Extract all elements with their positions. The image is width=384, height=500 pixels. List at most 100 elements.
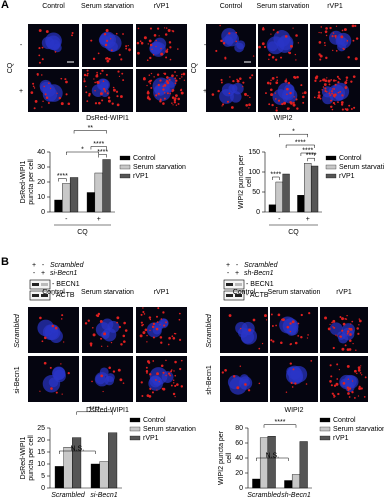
puncta-stain [324,30,328,33]
puncta-stain [335,25,338,27]
puncta-stain [217,89,220,93]
bar [102,159,111,213]
puncta-stain [166,92,169,95]
puncta-stain [324,316,328,320]
puncta-stain [341,329,344,332]
puncta-stain [148,74,151,76]
puncta-stain [169,374,172,377]
puncta-stain [176,75,178,77]
side-label: CQ [7,62,14,74]
puncta-stain [258,45,261,49]
puncta-stain [178,318,181,321]
puncta-stain [38,61,41,64]
y-tick-label: 15 [37,449,45,456]
puncta-stain [251,74,254,77]
puncta-stain [157,307,160,310]
puncta-stain [276,76,278,79]
puncta-stain [165,27,168,29]
image-caption: WIPI2 [273,115,293,122]
puncta-stain [182,72,186,76]
puncta-stain [239,77,242,80]
puncta-stain [332,326,334,328]
legend-label: Serum starvation [333,426,384,433]
puncta-stain [277,313,281,317]
puncta-stain [151,325,155,329]
legend-swatch [319,426,331,432]
nucleus-stain [290,366,308,383]
puncta-stain [339,316,342,318]
puncta-stain [332,32,335,34]
puncta-stain [313,96,316,99]
y-axis-label: WIPI2 puncta per cell [238,154,253,210]
puncta-stain [329,26,332,30]
puncta-stain [266,81,270,85]
puncta-stain [275,81,279,85]
puncta-stain [329,364,332,367]
puncta-stain [324,44,326,47]
puncta-stain [39,390,41,392]
y-tick-label: 50 [252,189,260,196]
puncta-stain [100,374,104,378]
puncta-stain [321,89,323,91]
puncta-stain [146,84,148,87]
puncta-stain [326,77,328,79]
puncta-stain [162,102,165,105]
puncta-stain [289,330,292,333]
significance-bracket [98,154,107,158]
significance-bracket [263,424,297,428]
puncta-stain [65,80,68,84]
puncta-stain [149,329,151,332]
y-tick-label: 100 [248,169,260,176]
puncta-stain [152,360,155,362]
puncta-stain [350,80,353,83]
puncta-stain [98,101,101,105]
puncta-stain [108,57,111,61]
puncta-stain [180,91,184,95]
puncta-stain [249,76,252,79]
puncta-stain [87,319,90,322]
puncta-stain [327,79,331,83]
puncta-stain [331,92,333,95]
puncta-stain [50,387,53,390]
puncta-stain [38,54,41,57]
bar [291,474,301,489]
puncta-stain [94,102,98,105]
puncta-stain [349,323,352,325]
puncta-stain [110,49,113,52]
puncta-stain [265,319,268,321]
blot-band [235,283,242,286]
puncta-stain [165,50,169,53]
puncta-stain [43,361,47,365]
puncta-stain [91,326,94,329]
puncta-stain [348,104,351,107]
column-header: rVP1 [153,289,170,296]
puncta-stain [281,318,284,321]
puncta-stain [306,337,309,339]
puncta-stain [148,80,152,83]
puncta-stain [155,94,158,97]
puncta-stain [268,103,271,106]
puncta-stain [300,313,303,317]
significance-label: **** [89,406,100,413]
puncta-stain [162,88,165,91]
puncta-stain [159,99,162,103]
blot-band [32,294,39,297]
row-label: si-Becn1 [14,366,21,394]
puncta-stain [302,95,305,99]
puncta-stain [172,379,175,381]
puncta-stain [54,326,58,330]
puncta-stain [99,92,103,96]
puncta-stain [142,310,145,314]
blot-band [226,283,233,286]
puncta-stain [295,34,298,37]
puncta-stain [156,372,159,376]
puncta-stain [333,384,337,387]
blot-band [226,294,233,297]
puncta-stain [333,396,335,398]
puncta-stain [249,96,251,99]
puncta-stain [140,41,144,45]
puncta-stain [108,366,111,370]
puncta-stain [275,324,277,327]
puncta-stain [291,320,295,324]
puncta-stain [353,396,356,399]
